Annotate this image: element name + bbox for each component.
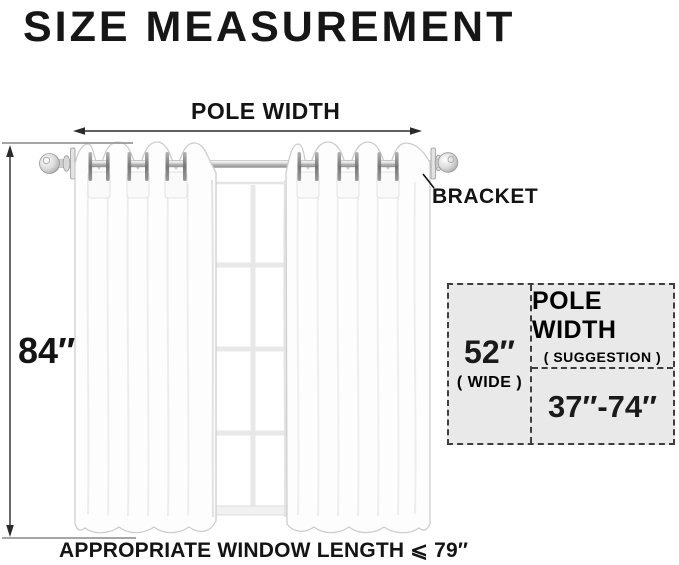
pole-width-range-cell: 37″-74″ — [532, 369, 673, 443]
right-panel-folds — [296, 181, 417, 517]
right-curtain-panel — [283, 141, 431, 534]
panel-width-cell: 52″ ( WIDE ) — [449, 285, 532, 443]
pole-width-arrow — [73, 127, 422, 135]
page-title: SIZE MEASUREMENT — [23, 3, 516, 51]
pole-width-note: ( SUGGESTION ) — [543, 349, 662, 365]
panel-width-note: ( WIDE ) — [456, 374, 523, 391]
height-arrow — [6, 145, 14, 537]
left-curtain-panel — [74, 141, 217, 534]
window — [206, 181, 300, 516]
grommet — [376, 152, 400, 199]
grommet — [126, 152, 150, 199]
grommet — [164, 152, 188, 199]
curtain-height-label: 84″ — [18, 330, 76, 371]
pole-width-title: POLE WIDTH — [532, 287, 617, 344]
size-suggestion-box: 52″ ( WIDE ) POLE WIDTH ( SUGGESTION ) 3… — [447, 283, 675, 445]
panel-width-value: 52″ — [464, 334, 515, 370]
bracket-pointer-line — [422, 173, 435, 189]
bracket-label: BRACKET — [432, 185, 539, 208]
pole-width-label: POLE WIDTH — [191, 98, 341, 124]
pole-width-range-value: 37″-74″ — [548, 388, 657, 424]
window-length-label: APPROPRIATE WINDOW LENGTH ⩽ 79″ — [59, 539, 469, 562]
pole-width-suggestion-cell: POLE WIDTH ( SUGGESTION ) — [532, 285, 673, 369]
grommet — [87, 152, 111, 199]
grommets — [87, 152, 400, 199]
grommet — [336, 152, 360, 199]
left-panel-folds — [86, 181, 190, 517]
right-finial — [430, 147, 459, 180]
grommet — [296, 152, 320, 199]
left-finial — [39, 147, 76, 180]
